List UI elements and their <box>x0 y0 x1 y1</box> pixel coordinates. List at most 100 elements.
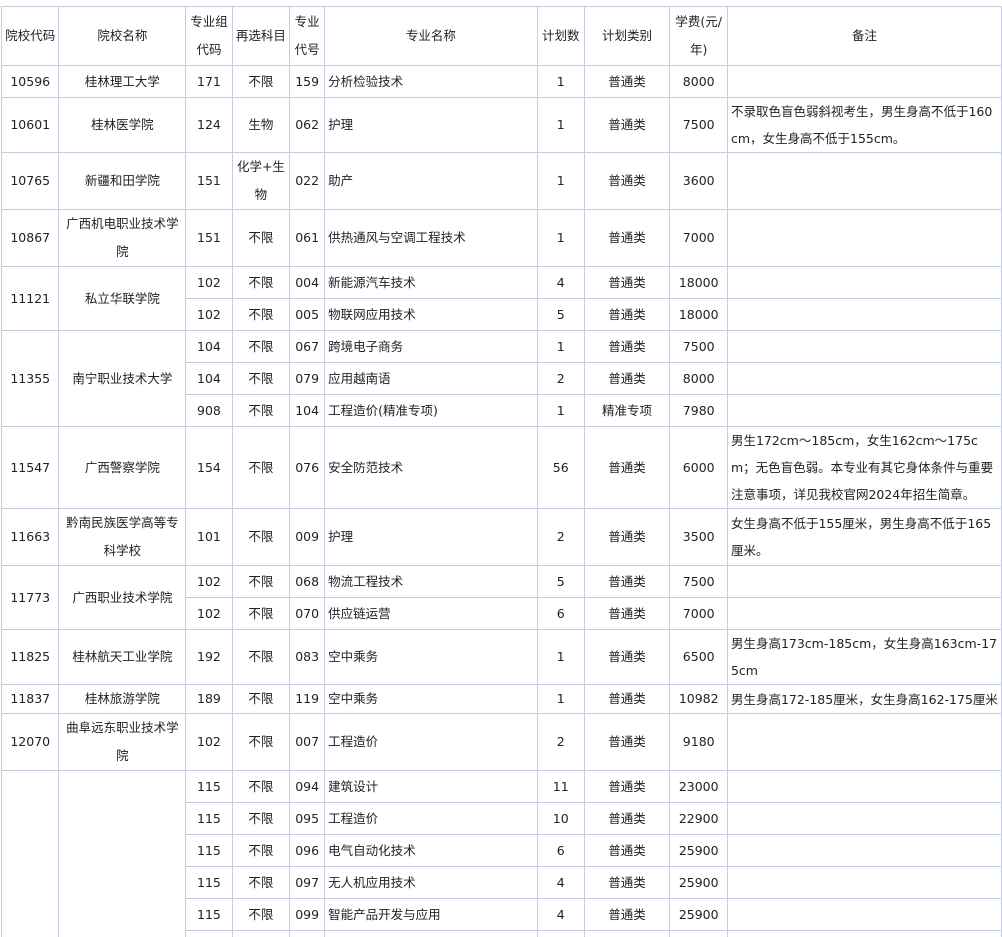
plan-type: 普通类 <box>583 152 671 210</box>
note <box>726 713 1002 771</box>
fee: 3600 <box>669 152 728 210</box>
header-subject: 再选科目 <box>231 6 291 66</box>
school-name: 广西机电职业技术学院 <box>58 209 187 267</box>
plan-type: 普通类 <box>583 298 671 331</box>
plan-count: 11 <box>536 770 585 803</box>
school-name: 广西警察学院 <box>58 426 187 509</box>
plan-count: 1 <box>536 152 585 210</box>
school-code: 10867 <box>0 209 60 267</box>
plan-type: 普通类 <box>583 930 671 937</box>
admission-plan-table: 院校代码 院校名称 专业组代码 再选科目 专业代号 专业名称 计划数 计划类别 … <box>0 6 1002 937</box>
header-school-name: 院校名称 <box>58 6 187 66</box>
group-code: 154 <box>185 426 233 509</box>
plan-type: 精准专项 <box>583 394 671 427</box>
major-name: 空中乘务 <box>324 684 538 714</box>
note <box>726 298 1002 331</box>
note: 男生身高172-185厘米，女生身高162-175厘米 <box>726 684 1002 714</box>
fee: 9180 <box>669 713 728 771</box>
note <box>726 394 1002 427</box>
plan-count: 1 <box>536 330 585 363</box>
fee: 18000 <box>669 266 728 299</box>
plan-count: 56 <box>536 426 585 509</box>
fee: 7980 <box>669 394 728 427</box>
major-name: 供应链运营 <box>324 597 538 630</box>
school-code: 11773 <box>0 565 60 630</box>
major-name: 智能产品开发与应用 <box>324 898 538 931</box>
major-name: 新能源汽车技术 <box>324 266 538 299</box>
table-row: 102 不限 070 供应链运营 6 普通类 7000 <box>2 597 1002 630</box>
fee: 18000 <box>669 298 728 331</box>
table-row: 11355 南宁职业技术大学 104 不限 067 跨境电子商务 1 普通类 7500 <box>0 330 1002 427</box>
major-name: 电气自动化技术 <box>324 834 538 867</box>
plan-type: 普通类 <box>583 426 671 509</box>
plan-type: 普通类 <box>583 330 671 363</box>
fee: 25900 <box>669 898 728 931</box>
fee: 25900 <box>669 834 728 867</box>
major-name: 无人机应用技术 <box>324 866 538 899</box>
fee: 7000 <box>669 597 728 630</box>
group-code: 115 <box>185 834 233 867</box>
school-code: 12070 <box>0 713 60 771</box>
major-code: 099 <box>289 898 326 931</box>
fee: 6500 <box>669 629 728 685</box>
note <box>726 866 1002 899</box>
table-row: 10601 桂林医学院 124 生物 062 护理 1 普通类 7500 不录取色盲色弱斜视考生，… <box>0 97 1002 153</box>
table-row: 115 不限 095 工程造价 10 普通类 22900 <box>2 802 1002 835</box>
fee: 10982 <box>669 684 728 714</box>
major-name: 护理 <box>324 508 538 566</box>
table-row: 11547 广西警察学院 154 不限 076 安全防范技术 56 普通类 6000 男生172c… <box>0 426 1002 509</box>
major-name: 应用越南语 <box>324 362 538 395</box>
plan-type: 普通类 <box>583 65 671 98</box>
major-code: 119 <box>289 684 326 714</box>
major-name: 物流工程技术 <box>324 565 538 598</box>
table-row: 11837 桂林旅游学院 189 不限 119 空中乘务 1 普通类 10982 男生身高172-… <box>0 684 1002 714</box>
table-row: 115 不限 099 智能产品开发与应用 4 普通类 25900 <box>2 898 1002 931</box>
plan-count: 3 <box>536 930 585 937</box>
table-row: 10867 广西机电职业技术学院 151 不限 061 供热通风与空调工程技术 1 普通类 70… <box>0 209 1002 267</box>
school-name: 新疆和田学院 <box>58 152 187 210</box>
major-name: 护理 <box>324 97 538 153</box>
plan-count: 2 <box>536 362 585 395</box>
school-code: 10596 <box>0 65 60 98</box>
plan-count: 1 <box>536 65 585 98</box>
plan-count: 5 <box>536 565 585 598</box>
plan-type: 普通类 <box>583 684 671 714</box>
fee: 25900 <box>669 866 728 899</box>
fee: 7500 <box>669 330 728 363</box>
major-name: 安全防范技术 <box>324 426 538 509</box>
major-name: 跨境电子商务 <box>324 330 538 363</box>
school-code: 11663 <box>0 508 60 566</box>
major-name: 工程造价 <box>324 713 538 771</box>
fee: 23000 <box>669 770 728 803</box>
header-plan: 计划数 <box>536 6 585 66</box>
subject: 化学+生物 <box>231 152 291 210</box>
header-fee: 学费(元/年) <box>669 6 728 66</box>
major-code: 083 <box>289 629 326 685</box>
group-code: 104 <box>185 330 233 363</box>
major-name: 计算机应用技术 <box>324 930 538 937</box>
school-code: 11355 <box>0 330 60 427</box>
major-code: 004 <box>289 266 326 299</box>
major-code: 061 <box>289 209 326 267</box>
group-code: 171 <box>185 65 233 98</box>
school-code: 10601 <box>0 97 60 153</box>
group-code: 908 <box>185 394 233 427</box>
note: 男生身高173cm-185cm，女生身高163cm-175cm <box>726 629 1002 685</box>
plan-type: 普通类 <box>583 209 671 267</box>
group-code: 115 <box>185 802 233 835</box>
school-name: 私立华联学院 <box>58 266 187 331</box>
note <box>726 266 1002 299</box>
table-row: 11825 桂林航天工业学院 192 不限 083 空中乘务 1 普通类 6500 男生身高173… <box>0 629 1002 685</box>
group-code: 115 <box>185 898 233 931</box>
header-major-name: 专业名称 <box>324 6 538 66</box>
major-code: 079 <box>289 362 326 395</box>
header-row: 院校代码 院校名称 专业组代码 再选科目 专业代号 专业名称 计划数 计划类别 … <box>0 6 1002 66</box>
school-code: 11837 <box>0 684 60 714</box>
major-name: 助产 <box>324 152 538 210</box>
group-code: 102 <box>185 713 233 771</box>
plan-type: 普通类 <box>583 266 671 299</box>
header-major-code: 专业代号 <box>289 6 326 66</box>
major-code: 070 <box>289 597 326 630</box>
subject: 生物 <box>231 97 291 153</box>
school-code: 10765 <box>0 152 60 210</box>
